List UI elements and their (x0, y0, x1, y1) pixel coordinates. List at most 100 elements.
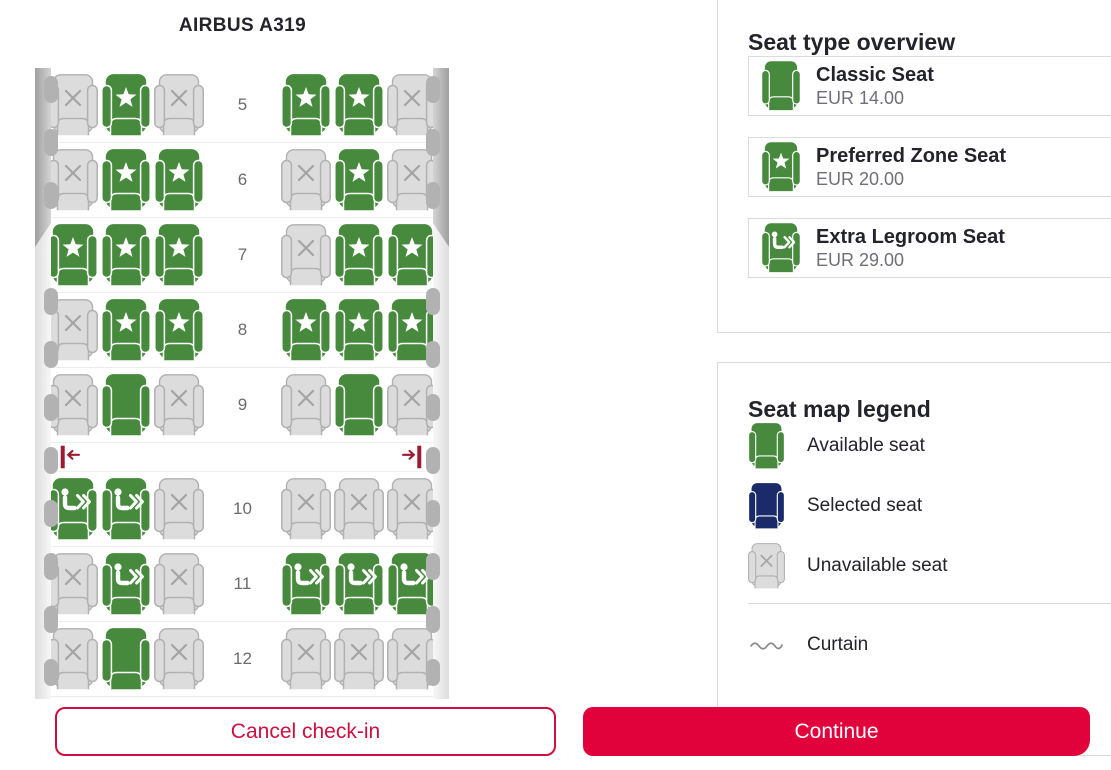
seat-row9-right2-classic[interactable] (334, 374, 384, 436)
seat-type-card-classic: Classic Seat EUR 14.00 (748, 56, 1111, 116)
legend-item-curtain: Curtain (748, 634, 1111, 656)
legend-label: Selected seat (807, 495, 923, 516)
window-bump (44, 341, 58, 368)
seat-map-legend-panel: Seat map legend Available seat Selected … (717, 362, 1111, 756)
available-seat-icon (748, 423, 785, 469)
seat-row12-left3-unavailable (154, 628, 204, 690)
curtain-icon (750, 642, 783, 650)
seat-type-overview-title: Seat type overview (748, 29, 956, 55)
row-number: 11 (233, 574, 252, 593)
preferred-zone-seat-icon (761, 142, 801, 192)
row-number: 12 (233, 649, 252, 668)
seat-type-name: Classic Seat (816, 63, 934, 86)
seat-row-6: 6 (48, 143, 437, 218)
seat-type-card-preferred: Preferred Zone Seat EUR 20.00 (748, 137, 1111, 197)
seat-row8-left3-preferred[interactable] (154, 299, 204, 361)
row-number: 8 (237, 320, 248, 339)
seat-type-name: Extra Legroom Seat (816, 225, 1005, 248)
seat-row-12: 12 (48, 622, 437, 697)
seat-row5-right2-preferred[interactable] (334, 74, 384, 136)
window-bump (44, 500, 58, 527)
seat-row9-right1-unavailable (281, 374, 331, 436)
window-bump (426, 182, 440, 209)
legend-label: Unavailable seat (807, 555, 948, 576)
seat-row11-left1-unavailable (48, 553, 98, 615)
seat-row5-left1-unavailable (48, 74, 98, 136)
seat-row6-left2-preferred[interactable] (101, 149, 151, 211)
seat-row8-right2-preferred[interactable] (334, 299, 384, 361)
seat-row11-right1-legroom[interactable] (281, 553, 331, 615)
curtain-start-marker (60, 445, 80, 469)
seat-rows: 5 6 7 8 9 10 11 12 (48, 68, 437, 697)
window-bump (426, 606, 440, 633)
row-number: 6 (237, 170, 248, 189)
seat-row-8: 8 (48, 293, 437, 368)
legend-divider (748, 603, 1111, 604)
seat-row10-left2-legroom[interactable] (101, 478, 151, 540)
window-bump (426, 341, 440, 368)
window-bump (44, 553, 58, 580)
seat-type-overview-panel: Seat type overview Classic Seat EUR 14.0… (717, 0, 1111, 333)
window-bump (44, 288, 58, 315)
seat-row6-right2-preferred[interactable] (334, 149, 384, 211)
seat-row11-right2-legroom[interactable] (334, 553, 384, 615)
seat-type-card-legroom: Extra Legroom Seat EUR 29.00 (748, 218, 1111, 278)
seat-row7-left1-preferred[interactable] (48, 224, 98, 286)
seat-row12-right1-unavailable (281, 628, 331, 690)
window-bump (44, 447, 58, 474)
window-bump (426, 659, 440, 686)
seat-row-7: 7 (48, 218, 437, 293)
window-bump (44, 76, 58, 103)
seat-row-10: 10 (48, 472, 437, 547)
seat-row12-right2-unavailable (334, 628, 384, 690)
seat-row6-left3-preferred[interactable] (154, 149, 204, 211)
window-bump (426, 500, 440, 527)
seat-row5-left3-unavailable (154, 74, 204, 136)
cancel-checkin-button[interactable]: Cancel check-in (55, 707, 556, 756)
seat-type-price: EUR 20.00 (816, 168, 905, 189)
curtain-end-marker (402, 445, 422, 469)
continue-button[interactable]: Continue (583, 707, 1090, 756)
window-bump (426, 129, 440, 156)
classic-seat-icon (761, 61, 801, 111)
row-number: 10 (233, 499, 252, 518)
seat-row-9: 9 (48, 368, 437, 443)
seat-row6-right3-unavailable (387, 149, 437, 211)
seat-row8-left2-preferred[interactable] (101, 299, 151, 361)
window-bump (44, 129, 58, 156)
seat-row5-left2-preferred[interactable] (101, 74, 151, 136)
selected-seat-icon (748, 483, 785, 529)
fuselage-left (35, 68, 58, 699)
window-bump (426, 288, 440, 315)
window-bump (426, 553, 440, 580)
seat-row7-right3-preferred[interactable] (387, 224, 437, 286)
seat-type-price: EUR 29.00 (816, 249, 905, 270)
seat-row9-left2-classic[interactable] (101, 374, 151, 436)
window-bump (44, 394, 58, 421)
seat-row10-left3-unavailable (154, 478, 204, 540)
seat-row9-left3-unavailable (154, 374, 204, 436)
seat-row10-right2-unavailable (334, 478, 384, 540)
seat-row12-left2-classic[interactable] (101, 628, 151, 690)
seat-row7-left3-preferred[interactable] (154, 224, 204, 286)
seat-row12-left1-unavailable (48, 628, 98, 690)
curtain-divider (48, 443, 437, 472)
window-bump (44, 659, 58, 686)
window-bump (426, 447, 440, 474)
fuselage-right (426, 68, 449, 699)
seat-type-name: Preferred Zone Seat (816, 144, 1007, 167)
seat-row7-right2-preferred[interactable] (334, 224, 384, 286)
seat-row10-right1-unavailable (281, 478, 331, 540)
seat-row11-left2-legroom[interactable] (101, 553, 151, 615)
seat-row5-right1-preferred[interactable] (281, 74, 331, 136)
window-bump (426, 394, 440, 421)
seat-row8-right1-preferred[interactable] (281, 299, 331, 361)
seat-map-legend-title: Seat map legend (748, 396, 931, 422)
seat-row-11: 11 (48, 547, 437, 622)
seat-row11-left3-unavailable (154, 553, 204, 615)
legend-item-available: Available seat (748, 423, 1111, 469)
legend-item-selected: Selected seat (748, 483, 1111, 529)
extra-legroom-seat-icon (761, 223, 801, 273)
seat-row7-left2-preferred[interactable] (101, 224, 151, 286)
window-bump (44, 182, 58, 209)
